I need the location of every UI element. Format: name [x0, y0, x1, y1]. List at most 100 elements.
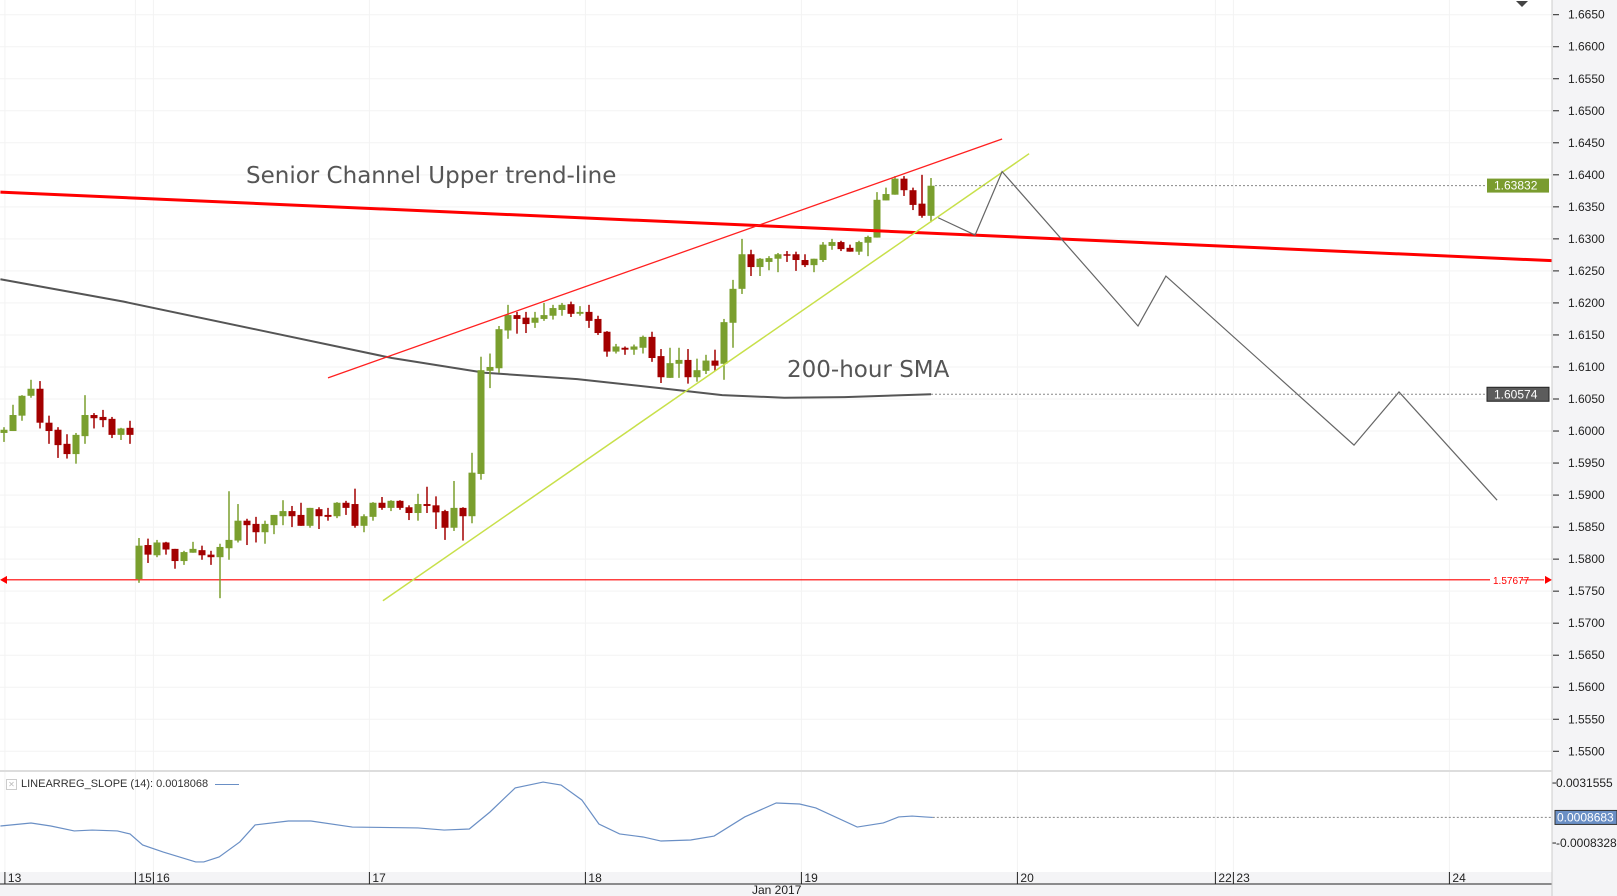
- candle-bullish: [540, 302, 548, 321]
- candle-body: [675, 359, 683, 364]
- candle-bearish: [594, 315, 602, 335]
- candle-body: [846, 247, 854, 252]
- candle-bullish: [738, 238, 746, 294]
- candle-body: [756, 258, 764, 268]
- candle-body: [18, 395, 26, 416]
- candle-body: [504, 315, 512, 331]
- candle-body: [333, 502, 341, 517]
- candle-body: [306, 507, 314, 526]
- price-axis-background: [1552, 0, 1617, 896]
- candle-bearish: [45, 415, 53, 444]
- candle-bearish: [63, 434, 71, 459]
- candle-body: [351, 504, 359, 526]
- annotation-senior-channel: Senior Channel Upper trend-line: [246, 163, 616, 189]
- price-tick-label: 1.6400: [1568, 168, 1605, 182]
- candle-bullish: [414, 493, 422, 521]
- candle-bearish: [315, 507, 323, 530]
- candle-bullish: [189, 541, 197, 553]
- candle-body: [477, 370, 485, 474]
- time-tick-label: 20: [1020, 871, 1034, 885]
- candle-bullish: [819, 242, 827, 262]
- candle-bullish: [369, 502, 377, 521]
- sma-value-badge: [1486, 386, 1550, 402]
- candle-bearish: [324, 507, 332, 521]
- candle-bullish: [27, 379, 35, 398]
- candle-bearish: [297, 502, 305, 526]
- candle-bearish: [405, 505, 413, 521]
- candle-bearish: [243, 518, 251, 546]
- candle-bullish: [9, 404, 17, 432]
- candle-body: [621, 347, 629, 350]
- candle-body: [324, 514, 332, 517]
- candle-body: [9, 415, 17, 432]
- candle-body: [117, 428, 125, 435]
- candle-body: [153, 542, 161, 556]
- candle-body: [666, 363, 674, 378]
- candle-bullish: [333, 502, 341, 519]
- candle-body: [486, 366, 494, 371]
- candle-bearish: [837, 240, 845, 252]
- annotation-sma: 200-hour SMA: [787, 357, 950, 383]
- candle-body: [639, 336, 647, 348]
- price-tick-label: 1.6650: [1568, 8, 1605, 22]
- candle-body: [315, 509, 323, 517]
- candle-body: [891, 178, 899, 195]
- candle-body: [882, 194, 890, 201]
- candle-body: [0, 429, 8, 433]
- candle-bearish: [909, 187, 917, 211]
- candle-bullish: [810, 258, 818, 273]
- candle-body: [171, 548, 179, 562]
- candle-bearish: [54, 427, 62, 458]
- price-tick-label: 1.5800: [1568, 552, 1605, 566]
- price-tick-label: 1.6200: [1568, 296, 1605, 310]
- time-tick-label: 17: [372, 871, 386, 885]
- candle-bearish: [99, 409, 107, 428]
- candle-body: [657, 356, 665, 378]
- trend-lines: [0, 138, 1553, 602]
- price-tick-label: 1.5700: [1568, 616, 1605, 630]
- candle-body: [702, 360, 710, 371]
- indicator-value-label: 0.0008683: [1557, 810, 1614, 824]
- senior-channel-upper-trendline: [0, 190, 1553, 263]
- candle-bearish: [711, 349, 719, 371]
- price-tick-label: 1.6350: [1568, 200, 1605, 214]
- candle-body: [576, 311, 584, 314]
- candle-bullish: [774, 252, 782, 273]
- candle-body: [522, 317, 530, 325]
- candle-body: [774, 254, 782, 259]
- candle-body: [567, 304, 575, 314]
- candle-bullish: [675, 347, 683, 378]
- price-tick-label: 1.5600: [1568, 680, 1605, 694]
- candle-bearish: [126, 420, 134, 444]
- candle-body: [738, 254, 746, 289]
- candle-body: [729, 288, 737, 323]
- candle-body: [828, 242, 836, 246]
- candle-bearish: [585, 304, 593, 328]
- candle-body: [27, 388, 35, 396]
- candle-body: [288, 511, 296, 517]
- price-tick-label: 1.5900: [1568, 488, 1605, 502]
- candle-bullish: [261, 520, 269, 544]
- candle-bearish: [252, 516, 260, 543]
- rising-support-trendline: [382, 153, 1030, 602]
- candle-bullish: [225, 491, 233, 560]
- candle-body: [495, 329, 503, 369]
- time-tick-label: 24: [1452, 871, 1466, 885]
- candle-body: [801, 260, 809, 266]
- candle-bearish: [144, 538, 152, 563]
- candle-bearish: [567, 301, 575, 318]
- candle-body: [864, 236, 872, 243]
- candle-body: [90, 415, 98, 419]
- overlay-lines: 1.57677: [0, 278, 1552, 587]
- candle-bullish: [612, 343, 620, 354]
- candle-bullish: [639, 335, 647, 354]
- candle-body: [720, 322, 728, 364]
- candle-bullish: [558, 302, 566, 316]
- dropdown-triangle-icon[interactable]: [1516, 1, 1528, 7]
- indicator-pane: 0.0031555 -0.0008328 0.0008683: [0, 776, 1617, 863]
- close-indicator-icon[interactable]: ✕: [6, 778, 17, 790]
- candle-body: [603, 331, 611, 352]
- linearreg-slope-line: [0, 781, 933, 863]
